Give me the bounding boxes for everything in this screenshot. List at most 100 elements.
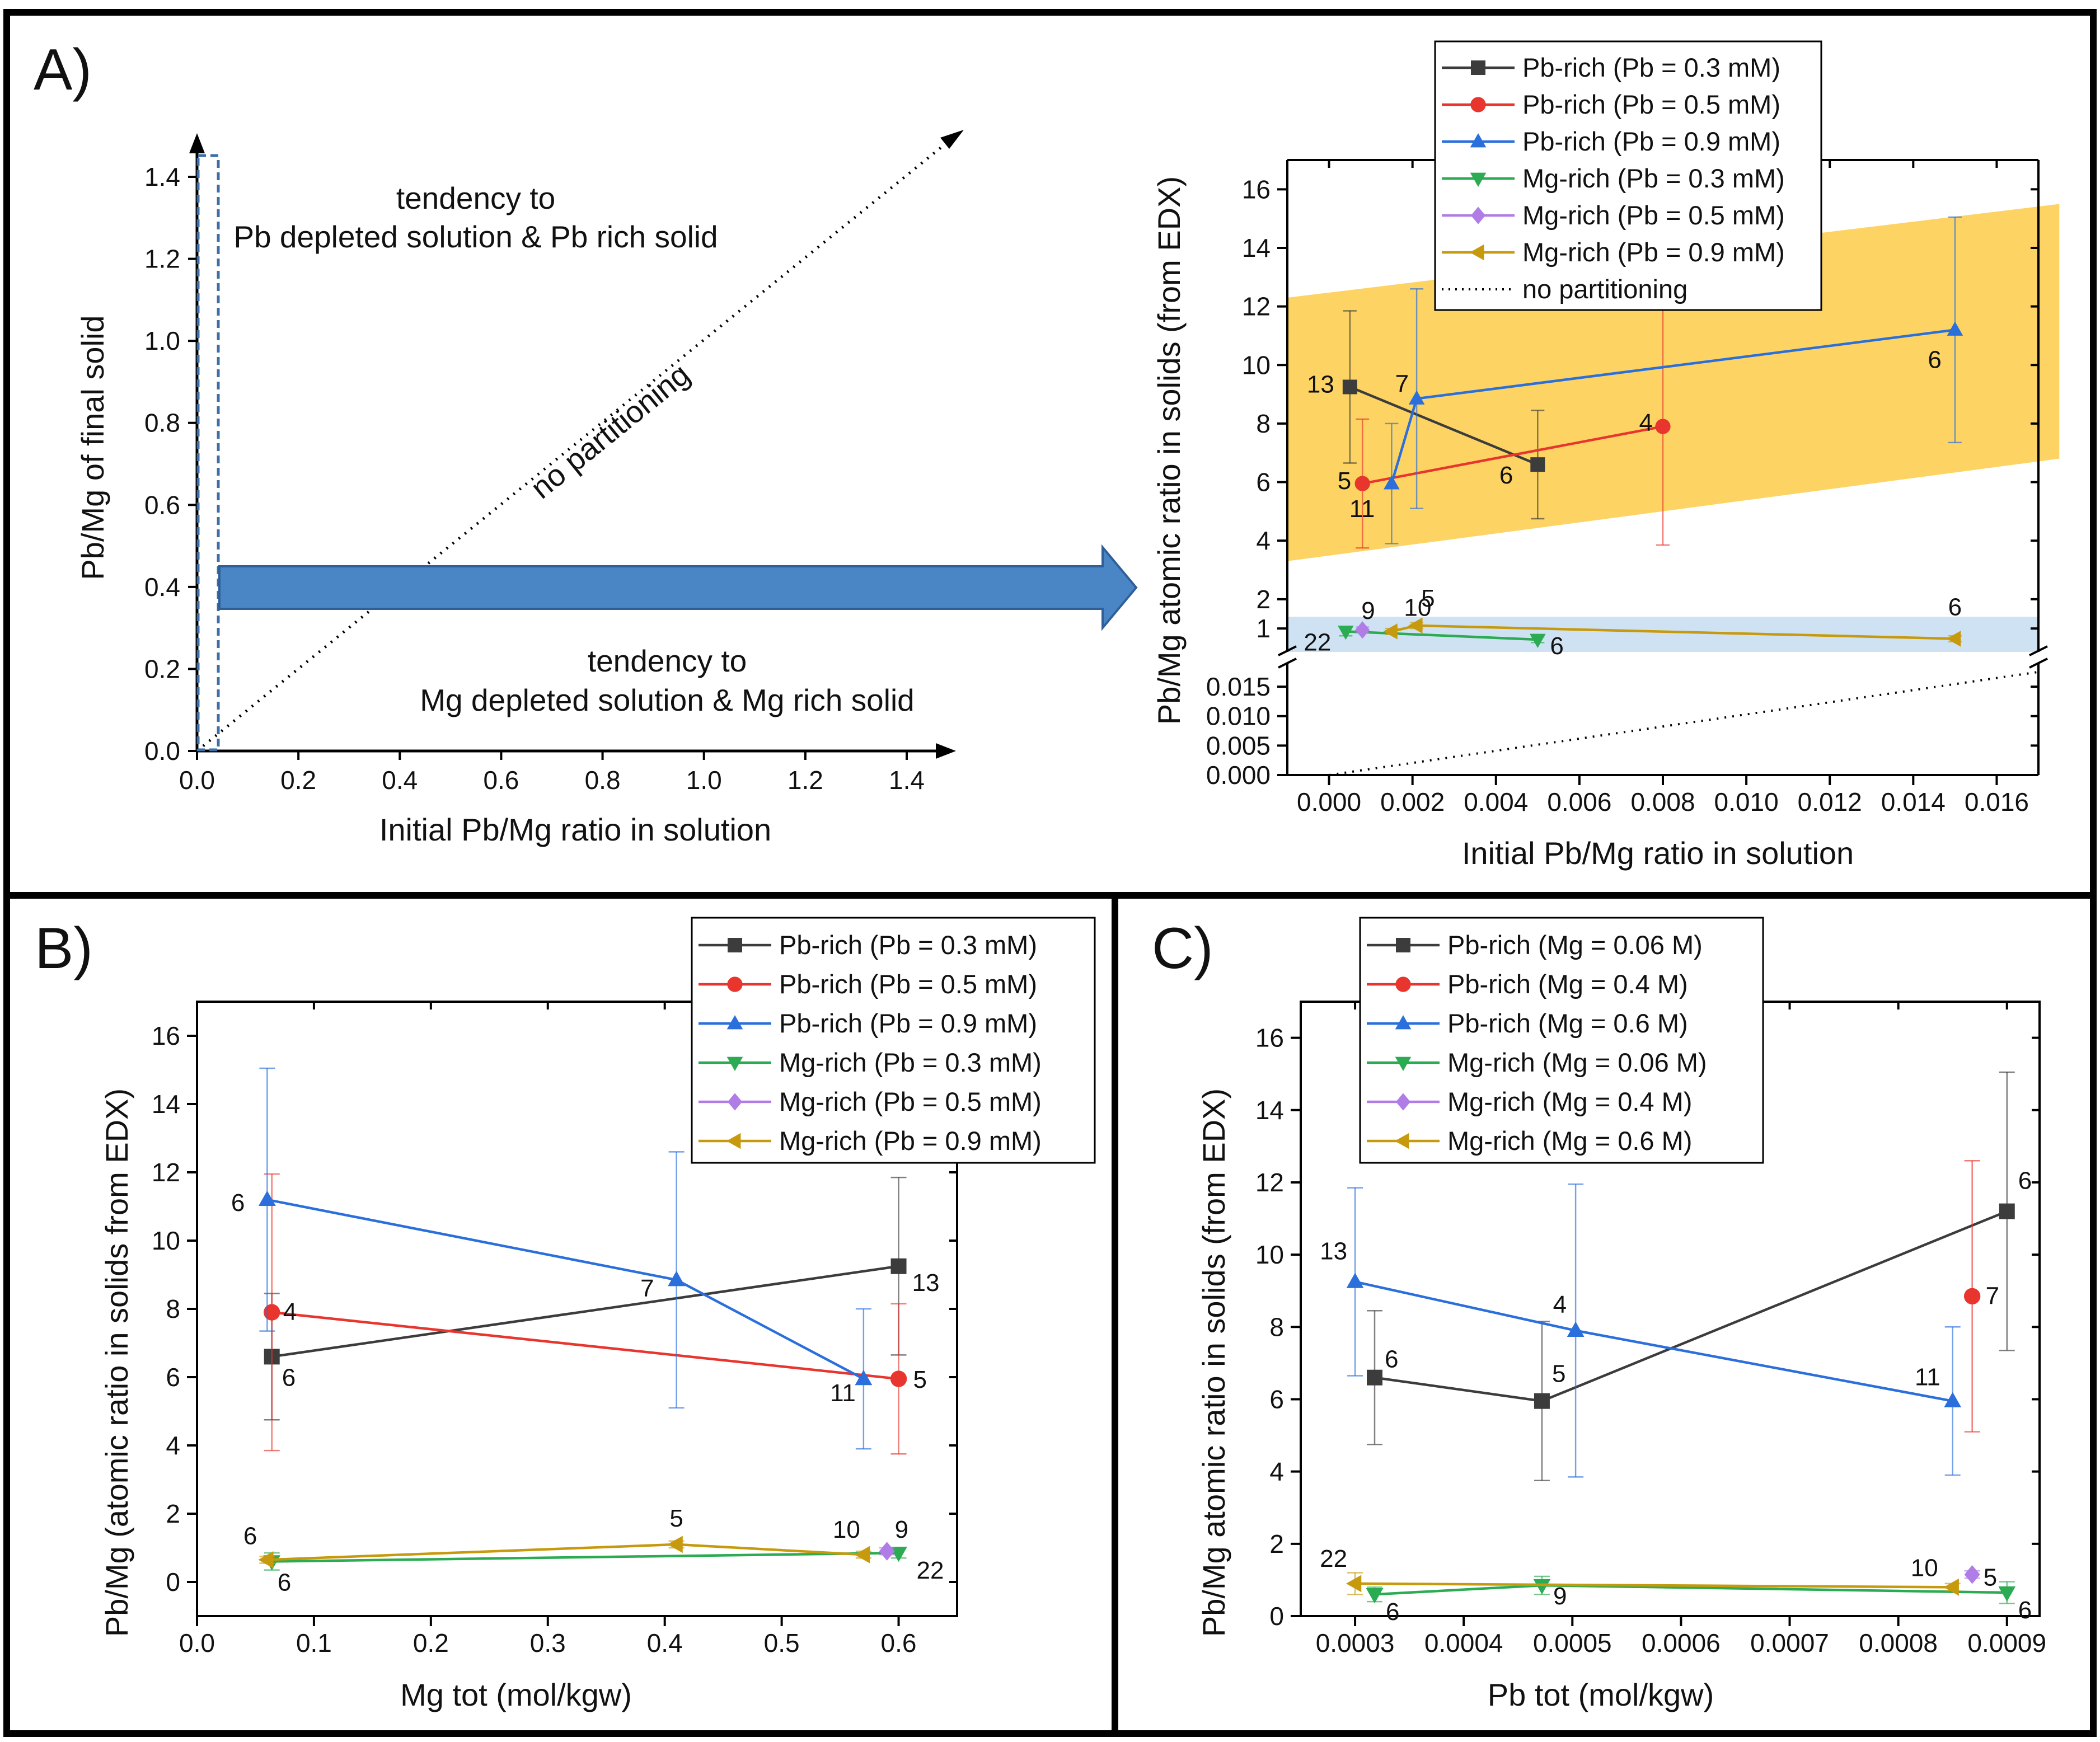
a-right-series-pb-rich-pb-0-3-mm: 13 6 — [1307, 310, 1545, 520]
a-left-x-tick-label: 0.4 — [382, 766, 418, 795]
b-series-line — [271, 1551, 899, 1563]
c-legend-label: Pb-rich (Mg = 0.06 M) — [1447, 930, 1703, 960]
b-x-tick-label: 0.3 — [530, 1628, 566, 1658]
c-data-label: 4 — [1553, 1291, 1567, 1318]
c-data-point — [1998, 1586, 2016, 1602]
a-right-series-line — [1346, 630, 1538, 641]
a-right-legend-swatch-marker — [1470, 133, 1487, 148]
zoom-arrow — [218, 544, 1138, 631]
c-x-axis-title: Pb tot (mol/kgw) — [1488, 1677, 1714, 1712]
b-series-pb-rich-pb-0-9-mm: 6 7 11 — [231, 1067, 873, 1450]
c-legend-swatch-marker — [1396, 1093, 1410, 1111]
panel-c-frame — [1112, 892, 2097, 1737]
b-legend-label: Pb-rich (Pb = 0.5 mM) — [779, 969, 1037, 999]
b-data-label: 9 — [895, 1516, 908, 1543]
a-left-x-tick-label: 0.2 — [280, 766, 316, 795]
b-data-label: 4 — [283, 1298, 297, 1326]
annotation-mg-tendency-2: Mg depleted solution & Mg rich solid — [420, 683, 915, 717]
a-right-data-point — [1354, 476, 1370, 491]
b-data-point — [258, 1551, 274, 1569]
b-legend-label: Pb-rich (Pb = 0.3 mM) — [779, 930, 1037, 960]
c-legend-label: Pb-rich (Mg = 0.4 M) — [1447, 969, 1688, 999]
c-data-point — [1346, 1273, 1364, 1288]
zoom-region-box — [196, 154, 220, 752]
a-right-series-mg-rich-pb-0-5-mm: 9 — [1355, 597, 1375, 639]
a-right-legend-label: Mg-rich (Pb = 0.5 mM) — [1522, 200, 1785, 230]
b-legend-swatch-marker — [726, 1057, 743, 1071]
b-data-label: 22 — [917, 1557, 944, 1584]
a-left-y-ticks: 0.0 0.2 0.4 0.6 0.8 1.0 1.2 1.4 — [144, 162, 197, 766]
a-right-data-label: 9 — [1361, 597, 1375, 625]
a-right-y-tick-label: 12 — [1242, 292, 1271, 321]
c-data-label: 5 — [1552, 1360, 1565, 1388]
b-x-tick-label: 0.4 — [647, 1628, 683, 1658]
a-left-x-tick-label: 0.0 — [179, 766, 215, 795]
chart-a-right: Initial Pb/Mg ratio in solution Pb/Mg at… — [1151, 40, 2060, 871]
c-series-line — [1355, 1582, 1953, 1589]
c-legend-label: Mg-rich (Mg = 0.06 M) — [1447, 1048, 1707, 1077]
b-y-tick-label: 14 — [152, 1090, 180, 1119]
a-right-y-tick-label: 10 — [1242, 350, 1271, 379]
b-legend-swatch-marker — [726, 1015, 743, 1030]
chart-c: Pb tot (mol/kgw) Pb/Mg atomic ratio in s… — [1196, 917, 2046, 1712]
a-right-legend-swatch-marker — [1471, 206, 1485, 224]
a-left-y-tick-label: 0.8 — [144, 408, 180, 438]
c-data-label: 11 — [1915, 1364, 1940, 1391]
a-right-data-label: 6 — [1499, 462, 1513, 489]
a-right-legend-label: Mg-rich (Pb = 0.3 mM) — [1522, 163, 1785, 193]
b-data-point — [879, 1542, 895, 1561]
c-data-label: 6 — [1385, 1346, 1398, 1373]
b-legend-swatch-marker — [728, 1093, 742, 1111]
b-legend: Pb-rich (Pb = 0.3 mM) Pb-rich (Pb = 0.5 m… — [691, 917, 1096, 1164]
a-left-y-tick-label: 0.6 — [144, 490, 180, 519]
c-data-label: 9 — [1553, 1583, 1567, 1610]
c-legend-swatch-marker — [1395, 1057, 1412, 1071]
a-right-data-label: 10 — [1404, 594, 1431, 621]
a-right-x-tick-label: 0.010 — [1714, 787, 1779, 816]
c-data-point — [1999, 1203, 2015, 1219]
a-left-y-tick-label: 1.2 — [144, 245, 180, 274]
b-legend-label: Mg-rich (Pb = 0.5 mM) — [779, 1087, 1042, 1116]
c-data-label: 6 — [2018, 1167, 2032, 1195]
no-partitioning-diagonal — [196, 139, 951, 752]
c-data-point — [1963, 1288, 1981, 1305]
c-data-label: 7 — [1986, 1282, 1999, 1309]
a-right-y-axis-title: Pb/Mg atomic ratio in solids (from EDX) — [1151, 176, 1187, 725]
panel-frames — [3, 9, 2097, 1737]
c-y-tick-label: 8 — [1269, 1312, 1284, 1341]
a-right-y-tick-lower-label: 0.010 — [1206, 702, 1271, 731]
a-right-data-point — [1383, 623, 1398, 640]
c-series-line — [1354, 1280, 1953, 1402]
a-left-x-tick-label: 0.8 — [585, 766, 621, 795]
b-data-label: 5 — [669, 1505, 683, 1532]
b-data-label: 11 — [830, 1379, 856, 1407]
b-data-point — [855, 1369, 873, 1386]
a-right-legend-swatch-marker — [1470, 244, 1484, 261]
a-right-data-label: 22 — [1304, 628, 1331, 656]
c-data-point — [1567, 1321, 1585, 1337]
c-x-tick-label: 0.0008 — [1859, 1628, 1938, 1658]
c-y-tick-label: 2 — [1269, 1529, 1284, 1558]
b-legend-label: Pb-rich (Pb = 0.9 mM) — [779, 1008, 1037, 1038]
c-data-point — [1943, 1578, 1959, 1596]
a-right-legend-swatch-marker — [1470, 97, 1486, 112]
a-right-x-tick-label: 0.008 — [1630, 787, 1695, 816]
a-right-axis-break-mark — [1278, 658, 1297, 669]
a-right-legend-label: no partitioning — [1522, 274, 1687, 304]
c-legend: Pb-rich (Mg = 0.06 M) Pb-rich (Mg = 0.4 M… — [1359, 917, 1764, 1164]
b-y-axis-title: Pb/Mg (atomic ratio in solids from EDX) — [99, 1088, 134, 1637]
c-data-point — [1346, 1575, 1362, 1593]
a-right-series-line — [1349, 386, 1539, 466]
a-right-legend-swatch-marker — [1470, 172, 1487, 187]
c-data-label: 13 — [1320, 1238, 1347, 1265]
a-right-y-tick-label: 6 — [1256, 468, 1271, 497]
c-data-label: 22 — [1320, 1545, 1347, 1572]
no-partitioning-diagonal-arrowhead — [940, 130, 964, 149]
annotation-mg-tendency-1: tendency to — [588, 644, 747, 678]
a-right-x-tick-label: 0.016 — [1965, 787, 2029, 816]
a-left-y-axis-title: Pb/Mg of final solid — [75, 315, 110, 580]
c-y-tick-label: 10 — [1255, 1240, 1284, 1269]
b-legend-swatch-marker — [727, 976, 743, 992]
a-right-no-partitioning-line — [1329, 670, 2039, 776]
a-right-axis-break-mark — [2029, 658, 2048, 669]
